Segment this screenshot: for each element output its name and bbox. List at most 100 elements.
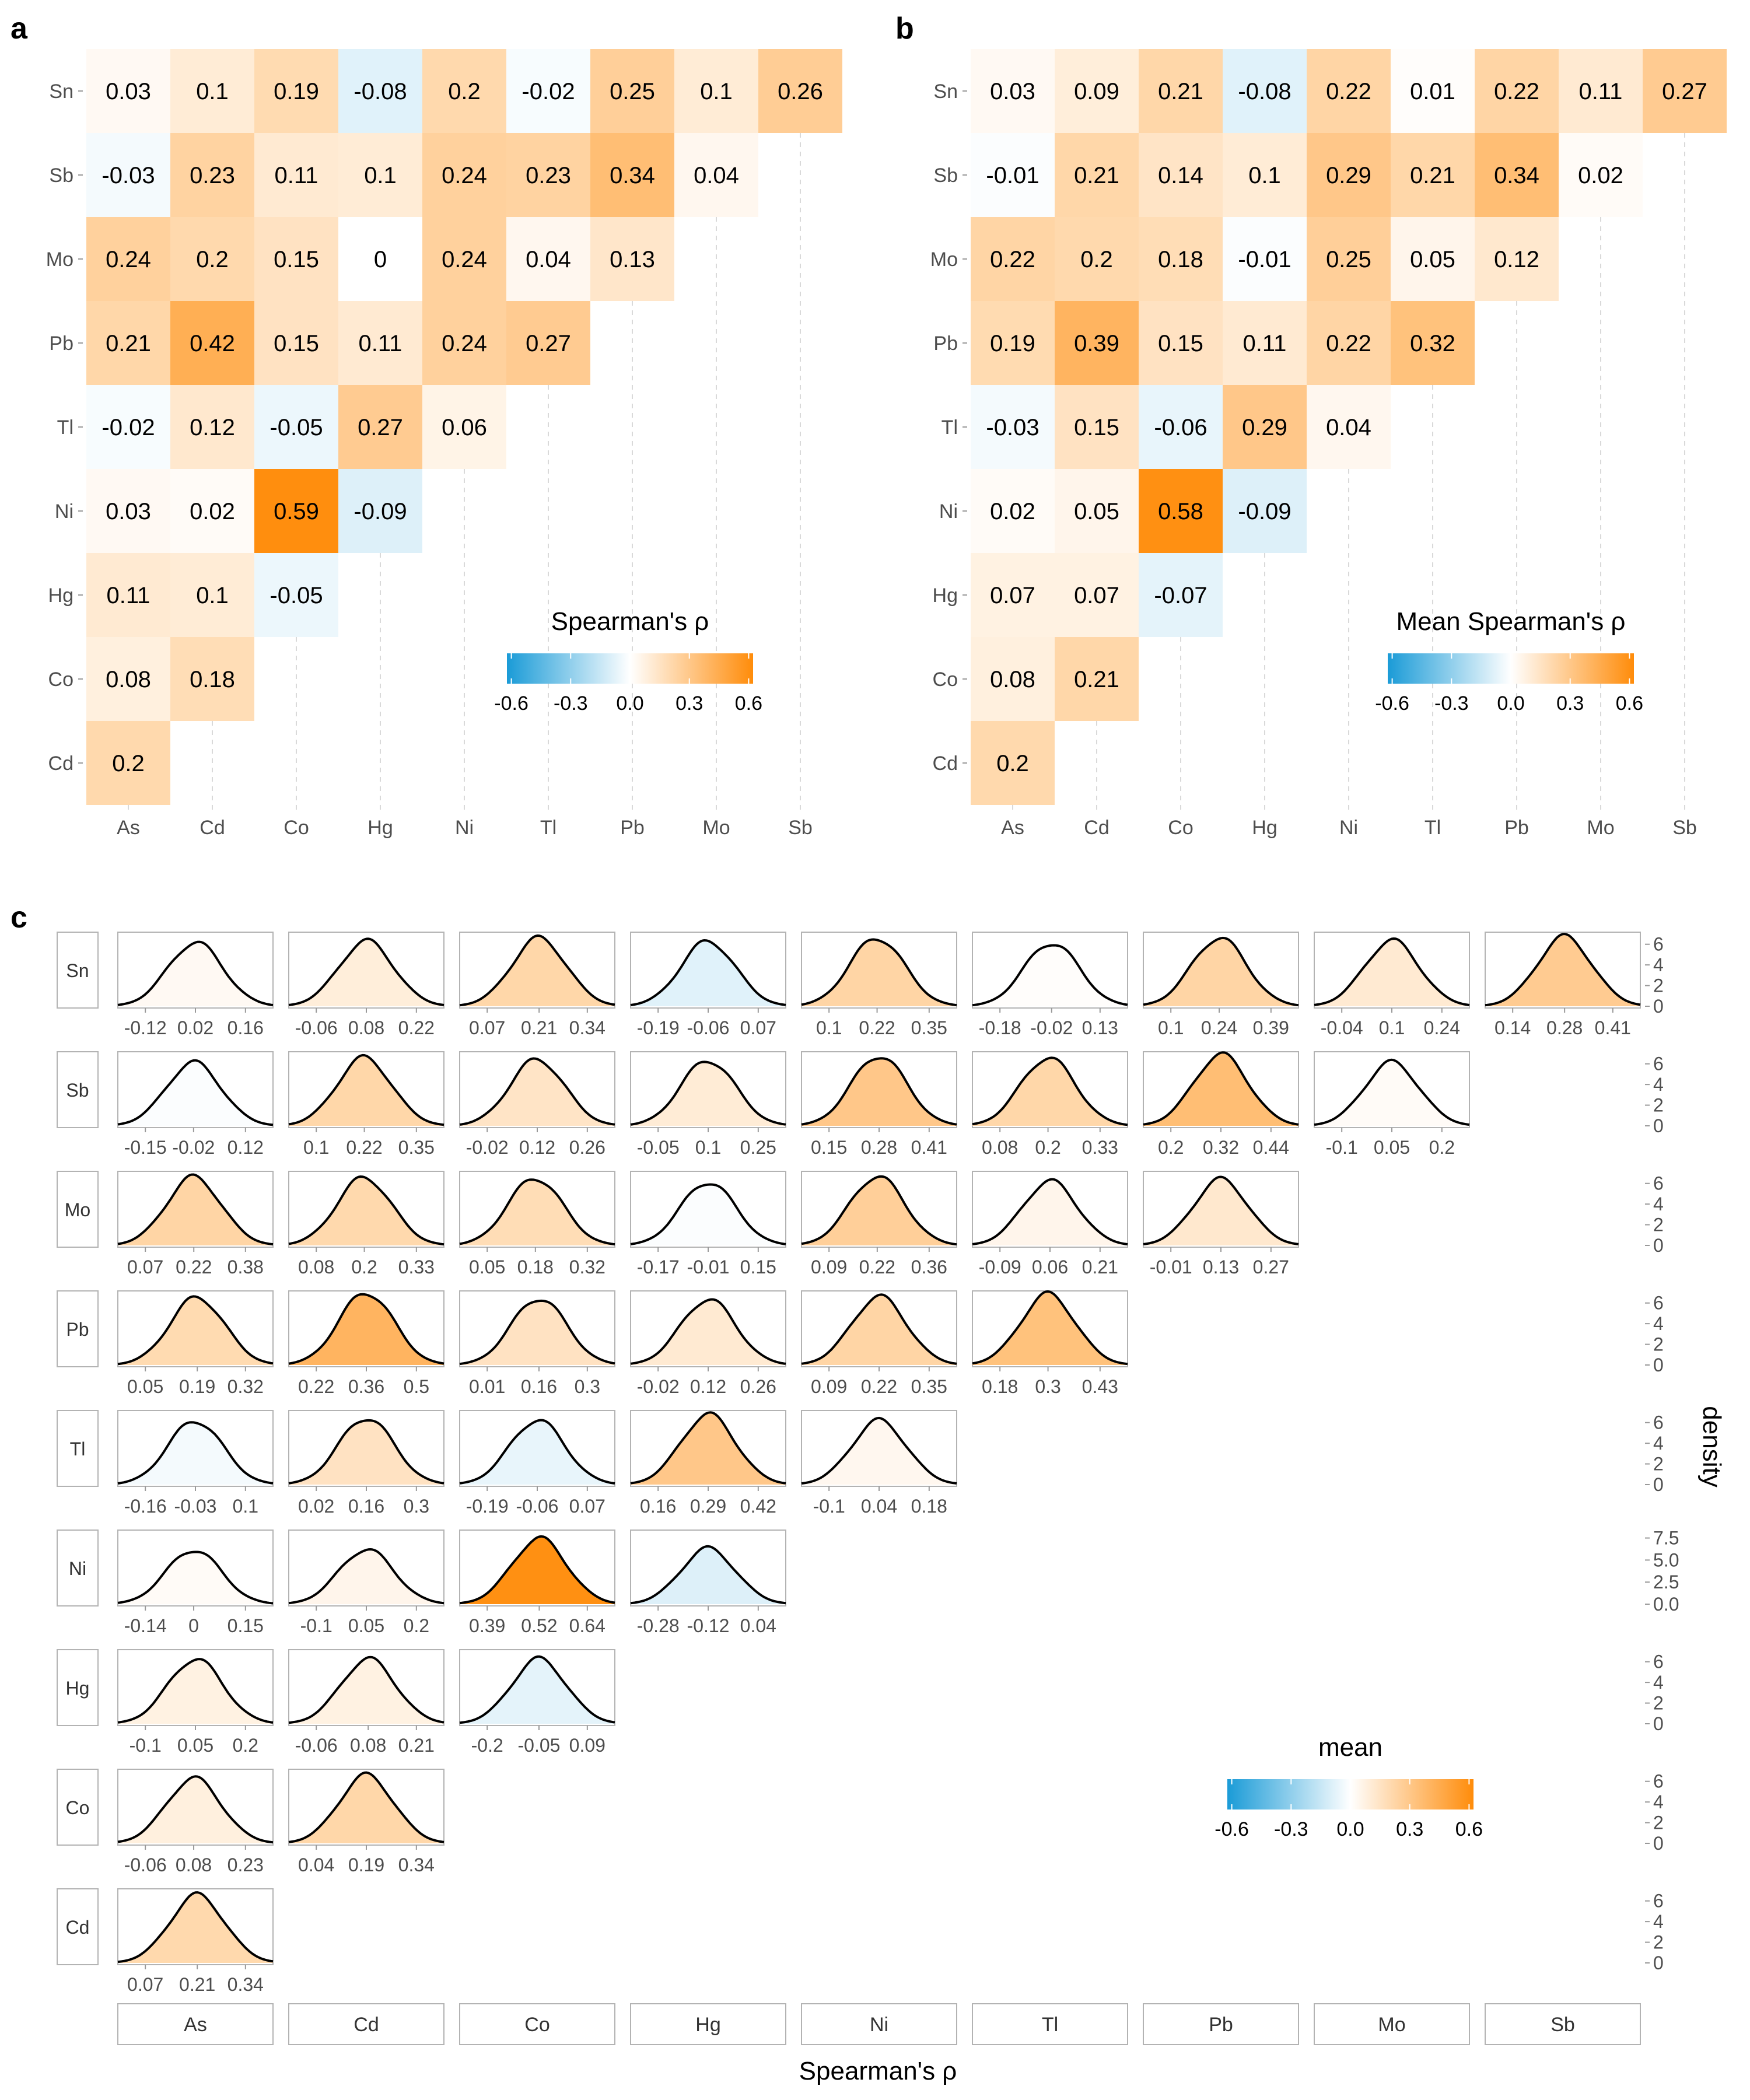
heatmap-a-cell: [506, 217, 590, 301]
heatmap-b-cell-label: -0.01: [1238, 247, 1291, 272]
facet-x-tick-label: 0.07: [127, 1974, 163, 1995]
heatmap-a-x-tick-label: As: [117, 817, 140, 839]
heatmap-b-cell: [1055, 469, 1139, 553]
density-c-legend-tick-label: 0.3: [1396, 1818, 1423, 1840]
heatmap-a-cell: [338, 133, 422, 217]
facet-x-tick-label: 0.22: [861, 1376, 897, 1397]
density-curve: [459, 1299, 615, 1366]
heatmap-a-cell: [338, 217, 422, 301]
heatmap-b-cell: [1055, 385, 1139, 469]
heatmap-b-y-tick-label: Sb: [933, 164, 958, 187]
facet-x-tick-label: 0.07: [469, 1017, 505, 1038]
facet-x-tick-label: -0.03: [174, 1496, 217, 1517]
facet-x-tick-label: 0.5: [404, 1376, 429, 1397]
density-axis-tick-label: 6: [1653, 1651, 1664, 1672]
density-axis-tick-label: 0: [1653, 1354, 1664, 1376]
facet-x-tick-label: 0.29: [690, 1496, 726, 1517]
density-axis-tick-label: 2: [1653, 1454, 1664, 1475]
heatmap-a-cell: [254, 217, 338, 301]
density-area: [972, 1291, 1128, 1365]
density-axis-tick-label: 0: [1653, 1952, 1664, 1973]
heatmap-b-cell: [971, 637, 1055, 721]
facet-x-tick-label: 0.22: [398, 1017, 435, 1038]
facet-x-tick-label: 0.16: [521, 1376, 557, 1397]
heatmap-b-cell: [971, 553, 1055, 637]
heatmap-panel-b: 0.03 0.09 0.21 -0.08 0.22 0.01 0.22 0.11 0.27 -0.…: [930, 49, 1727, 839]
density-axis-tick-label: 6: [1653, 1771, 1664, 1792]
heatmap-a-cell-label: 0.15: [274, 247, 319, 272]
density-area: [972, 1058, 1128, 1126]
density-area: [118, 1552, 273, 1604]
heatmap-a-x-tick-label: Hg: [368, 817, 393, 839]
heatmap-b-x-tick-label: Pb: [1504, 817, 1529, 839]
heatmap-b-cell-label: 0.14: [1158, 163, 1203, 188]
heatmap-a-cell: [422, 49, 506, 133]
heatmap-b-cell: [971, 721, 1055, 805]
facet-x-tick-label: 0.2: [351, 1256, 377, 1278]
heatmap-b-cell: [1055, 553, 1139, 637]
facet-x-tick-label: 0.04: [298, 1854, 334, 1875]
facet-x-tick-label: 0.43: [1082, 1376, 1118, 1397]
density-c-legend-tick-label: -0.3: [1274, 1818, 1308, 1840]
heatmap-b-cell-label: 0.32: [1410, 331, 1455, 356]
heatmap-b-cell-label: 0.09: [1074, 79, 1119, 104]
density-axis-tick-label: 0: [1653, 1713, 1664, 1734]
density-area: [118, 1296, 273, 1365]
heatmap-b-legend-tick-label: -0.3: [1434, 692, 1469, 715]
density-area: [1143, 1052, 1298, 1126]
density-axis-tick-label: 6: [1653, 1293, 1664, 1314]
density-curve: [117, 1658, 274, 1724]
density-area: [460, 1180, 615, 1245]
heatmap-b-cell: [1307, 301, 1391, 385]
heatmap-a-cell-label: -0.02: [102, 415, 155, 440]
heatmap-a-cell-label: 0.03: [106, 79, 151, 104]
density-area: [289, 1549, 444, 1604]
heatmap-b-cell: [971, 385, 1055, 469]
heatmap-b-cell: [1055, 133, 1139, 217]
heatmap-a-cell-label: 0.59: [274, 499, 319, 524]
heatmap-a-cell: [254, 469, 338, 553]
density-area: [289, 1294, 444, 1365]
facet-x-tick-label: 0.34: [228, 1974, 264, 1995]
density-axis-tick-label: 6: [1653, 1891, 1664, 1912]
heatmap-b-legend-tick-label: 0.3: [1556, 692, 1584, 715]
facet-x-tick-label: 0.08: [350, 1735, 386, 1756]
heatmap-a-cell: [86, 133, 170, 217]
heatmap-a-cell: [170, 301, 254, 385]
density-c-legend-tick-label: -0.6: [1214, 1818, 1249, 1840]
heatmap-a-cell-label: 0.1: [700, 79, 733, 104]
density-curve: [459, 1057, 615, 1126]
facet-x-tick-label: 0.07: [127, 1256, 163, 1278]
facet-x-tick-label: 0.18: [982, 1376, 1018, 1397]
heatmap-b-legend-title: Mean Spearman's ρ: [1396, 607, 1626, 636]
density-axis-tick-label: 2: [1653, 1095, 1664, 1116]
heatmap-a-cell-label: 0.11: [359, 331, 402, 356]
heatmap-a-cell-label: 0.2: [448, 79, 481, 104]
heatmap-a-cell: [86, 469, 170, 553]
row-strip-label: Sb: [66, 1080, 89, 1101]
facet-x-tick-label: 0.33: [398, 1256, 435, 1278]
density-curve: [972, 1178, 1128, 1245]
density-area: [631, 1546, 786, 1604]
density-curve: [288, 1054, 444, 1126]
heatmap-b-cell-label: 0.01: [1410, 79, 1455, 104]
heatmap-b-cell: [1391, 217, 1475, 301]
heatmap-a-cell-label: 0.24: [442, 247, 487, 272]
heatmap-b-cell-label: 0.03: [990, 79, 1035, 104]
heatmap-a-cell-label: 0.12: [190, 415, 235, 440]
density-area: [1314, 1059, 1469, 1126]
density-axis-tick-label: 0: [1653, 1235, 1664, 1256]
facet-x-tick-label: -0.17: [637, 1256, 680, 1278]
heatmap-b-cell: [1223, 301, 1307, 385]
density-area: [972, 1179, 1128, 1245]
facet-x-tick-label: 0.12: [228, 1137, 264, 1158]
facet-x-tick-label: 0.32: [1203, 1137, 1239, 1158]
facet-x-tick-label: 0.1: [303, 1137, 329, 1158]
facet-x-tick-label: 0.22: [859, 1017, 895, 1038]
density-curve: [288, 1771, 444, 1843]
heatmap-b-cell: [1223, 385, 1307, 469]
heatmap-b-cell: [1559, 49, 1643, 133]
facet-x-tick-label: -0.06: [687, 1017, 730, 1038]
heatmap-b-cell: [1055, 637, 1139, 721]
facet-x-tick-label: 0.34: [398, 1854, 435, 1875]
